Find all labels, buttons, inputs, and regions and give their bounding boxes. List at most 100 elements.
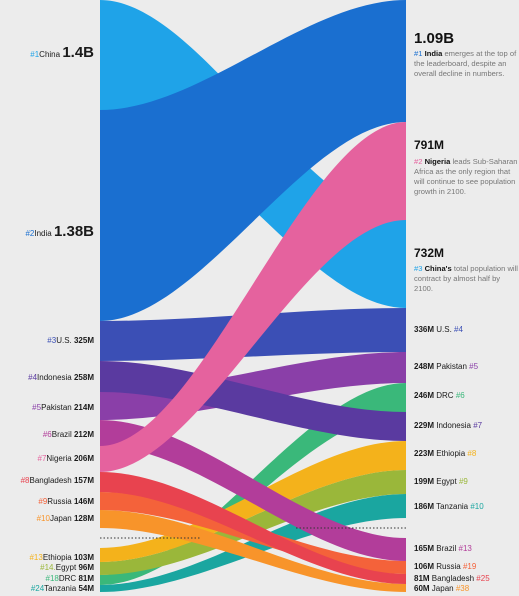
left-value-india: 1.38B	[53, 223, 94, 240]
right-name-tanzania: Tanzania	[436, 502, 469, 511]
left-label-tanzania: #24Tanzania 54M	[31, 584, 94, 594]
right-value-drc: 246M	[414, 391, 435, 400]
right-rank-bangladesh: #25	[476, 574, 490, 583]
band-drc	[0, 383, 406, 585]
left-rank-ethiopia: #13	[29, 553, 43, 562]
left-value-indonesia: 258M	[73, 373, 94, 382]
china-annotation-name: China's	[424, 264, 452, 273]
india-annotation-name: India	[424, 49, 443, 58]
left-name-brazil: Brazil	[51, 430, 72, 439]
right-label-egypt: 199M Egypt #9	[414, 477, 468, 487]
right-label-bangladesh: 81M Bangladesh #25	[414, 574, 490, 584]
india-2100-value: 1.09B	[414, 30, 455, 47]
right-label-pakistan: 248M Pakistan #5	[414, 362, 478, 372]
right-value-japan: 60M	[414, 584, 430, 593]
right-label-drc: 246M DRC #6	[414, 391, 465, 401]
right-name-japan: Japan	[431, 584, 454, 593]
band-ethiopia	[0, 441, 406, 562]
right-label-japan: 60M Japan #38	[414, 584, 469, 594]
left-value-bangladesh: 157M	[73, 476, 94, 485]
left-label-indonesia: #4Indonesia 258M	[28, 373, 94, 383]
left-name-bangladesh: Bangladesh	[29, 476, 72, 485]
left-rank-egypt: #14.	[40, 563, 56, 572]
band-japan	[0, 510, 406, 592]
right-label-tanzania: 186M Tanzania #10	[414, 502, 484, 512]
left-value-nigeria: 206M	[73, 454, 94, 463]
left-label-egypt: #14.Egypt 96M	[40, 563, 94, 573]
right-value-pakistan: 248M	[414, 362, 435, 371]
right-margin	[406, 0, 519, 596]
right-rank-indonesia: #7	[473, 421, 483, 430]
left-rank-indonesia: #4	[28, 373, 38, 382]
left-label-russia: #9Russia 146M	[38, 497, 94, 507]
china-annotation-body: total population will contract by almost…	[414, 264, 518, 293]
left-name-drc: DRC	[58, 574, 77, 583]
right-rank-japan: #38	[455, 584, 470, 593]
right-name-us: U.S.	[436, 325, 452, 334]
right-rank-us: #4	[454, 325, 463, 334]
right-rank-drc: #6	[455, 391, 465, 400]
right-name-drc: DRC	[436, 391, 454, 400]
left-value-tanzania: 54M	[78, 584, 94, 593]
right-rank-egypt: #9	[458, 477, 468, 486]
left-value-china: 1.4B	[62, 44, 94, 61]
left-name-japan: Japan	[49, 514, 72, 523]
right-name-pakistan: Pakistan	[436, 362, 467, 371]
right-label-brazil: 165M Brazil #13	[414, 544, 472, 554]
left-name-china: China	[39, 50, 61, 59]
right-value-us: 336M	[414, 325, 435, 334]
left-label-china: #1China 1.4B	[30, 45, 94, 60]
right-value-indonesia: 229M	[414, 421, 435, 430]
left-rank-india: #2	[25, 229, 35, 238]
india-annotation-body: emerges at the top of the leaderboard, d…	[414, 49, 517, 78]
band-bangladesh	[0, 472, 406, 584]
right-name-brazil: Brazil	[436, 544, 457, 553]
left-rank-bangladesh: #8	[20, 476, 30, 485]
left-value-pakistan: 214M	[73, 403, 94, 412]
left-label-india: #2India 1.38B	[25, 224, 94, 239]
left-rank-pakistan: #5	[32, 403, 42, 412]
right-label-ethiopia: 223M Ethiopia #8	[414, 449, 476, 459]
nigeria-annotation-text: #2 Nigeria leads Sub-Saharan Africa as t…	[414, 157, 519, 197]
band-india	[0, 0, 406, 321]
china-annotation-text: #3 China's total population will contrac…	[414, 264, 519, 294]
left-label-drc: #18DRC 81M	[46, 574, 95, 584]
right-value-russia: 106M	[414, 562, 435, 571]
left-name-tanzania: Tanzania	[44, 584, 77, 593]
left-name-indonesia: Indonesia	[37, 373, 72, 382]
left-rank-russia: #9	[38, 497, 48, 506]
left-value-ethiopia: 103M	[73, 553, 94, 562]
right-label-us: 336M U.S. #4	[414, 325, 463, 335]
left-label-japan: #10Japan 128M	[37, 514, 94, 524]
left-label-nigeria: #7Nigeria 206M	[38, 454, 95, 464]
india-annotation-rank: #1	[414, 49, 423, 58]
china-annotation-rank: #3	[414, 264, 423, 273]
right-value-bangladesh: 81M	[414, 574, 430, 583]
right-value-brazil: 165M	[414, 544, 435, 553]
nigeria-annotation-body: leads Sub-Saharan Africa as the only reg…	[414, 157, 518, 196]
nigeria-annotation-rank: #2	[414, 157, 423, 166]
right-rank-russia: #19	[462, 562, 477, 571]
left-rank-drc: #18	[45, 574, 59, 583]
left-value-us: 325M	[73, 336, 94, 345]
right-rank-pakistan: #5	[469, 362, 479, 371]
right-rank-tanzania: #10	[470, 502, 484, 511]
left-value-brazil: 212M	[73, 430, 94, 439]
band-nigeria	[0, 122, 406, 472]
left-value-drc: 81M	[78, 574, 94, 583]
left-name-nigeria: Nigeria	[46, 454, 72, 463]
left-label-ethiopia: #13Ethiopia 103M	[29, 553, 94, 563]
right-name-russia: Russia	[436, 562, 461, 571]
left-label-us: #3U.S. 325M	[47, 336, 94, 346]
right-value-egypt: 199M	[414, 477, 435, 486]
left-rank-brazil: #6	[42, 430, 52, 439]
right-value-tanzania: 186M	[414, 502, 435, 511]
nigeria-annotation-name: Nigeria	[424, 157, 451, 166]
india-annotation-text: #1 India emerges at the top of the leade…	[414, 49, 519, 79]
right-name-indonesia: Indonesia	[436, 421, 471, 430]
left-name-us: U.S.	[56, 336, 72, 345]
left-value-russia: 146M	[73, 497, 94, 506]
left-name-russia: Russia	[47, 497, 72, 506]
left-name-egypt: Egypt	[55, 563, 77, 572]
